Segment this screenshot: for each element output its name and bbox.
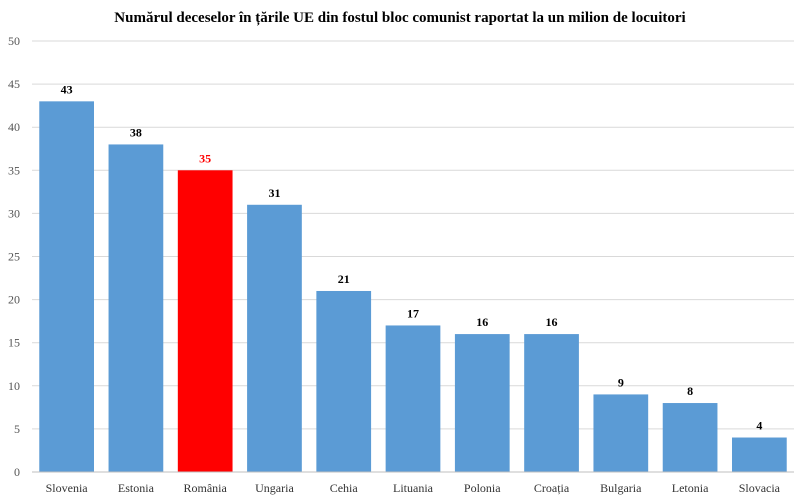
- x-tick-label: Slovenia: [46, 481, 89, 495]
- x-tick-label: Polonia: [464, 481, 501, 495]
- x-tick-label: Bulgaria: [600, 481, 642, 495]
- y-tick-label: 40: [8, 120, 20, 134]
- bar-lituania: [385, 325, 441, 472]
- x-tick-label: Estonia: [118, 481, 155, 495]
- data-label: 31: [268, 186, 280, 200]
- y-tick-label: 5: [14, 422, 20, 436]
- x-tick-label: Croația: [534, 481, 570, 495]
- y-tick-label: 25: [8, 250, 20, 264]
- y-tick-label: 20: [8, 293, 20, 307]
- bar-bulgaria: [593, 394, 649, 472]
- bar-slovacia: [732, 437, 787, 472]
- data-label: 8: [687, 384, 693, 398]
- y-tick-label: 10: [8, 379, 20, 393]
- x-tick-label: Ungaria: [255, 481, 294, 495]
- chart-title: Numărul deceselor în țările UE din fostu…: [114, 10, 686, 26]
- x-tick-label: Cehia: [330, 481, 359, 495]
- data-label: 17: [407, 306, 419, 320]
- bar-letonia: [662, 403, 718, 472]
- x-tick-label: Lituania: [393, 481, 434, 495]
- y-tick-label: 50: [8, 34, 20, 48]
- data-label: 16: [476, 315, 488, 329]
- y-tick-label: 45: [8, 77, 20, 91]
- y-tick-label: 0: [14, 465, 20, 479]
- bar-estonia: [108, 144, 164, 472]
- y-tick-label: 15: [8, 336, 20, 350]
- x-tick-label: Letonia: [672, 481, 709, 495]
- x-tick-label: Slovacia: [739, 481, 781, 495]
- y-tick-label: 30: [8, 206, 20, 220]
- bar-polonia: [454, 334, 510, 472]
- data-label: 38: [130, 125, 142, 139]
- data-label: 4: [756, 419, 762, 433]
- data-label: 21: [338, 272, 350, 286]
- bar-croația: [524, 334, 579, 472]
- y-tick-label: 35: [8, 163, 20, 177]
- data-label: 16: [546, 315, 558, 329]
- bar-ungaria: [247, 204, 302, 472]
- bar-slovenia: [39, 101, 94, 472]
- bar-românia: [177, 170, 233, 473]
- data-label: 43: [61, 82, 73, 96]
- bar-cehia: [316, 290, 372, 472]
- data-label: 35: [199, 151, 211, 165]
- data-label: 9: [618, 375, 624, 389]
- x-tick-label: România: [184, 481, 228, 495]
